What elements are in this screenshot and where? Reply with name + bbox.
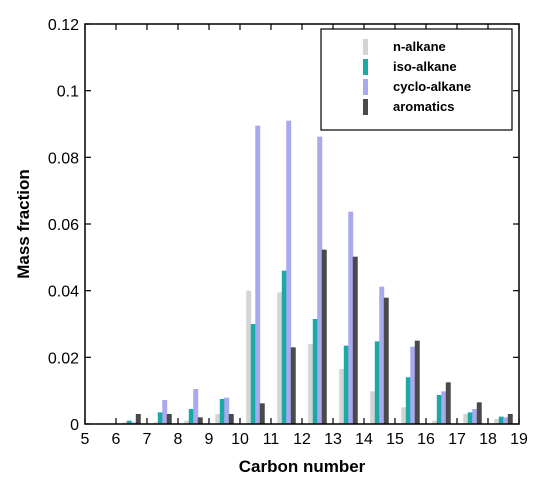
bar-cyclo-alkane-11 (286, 120, 292, 425)
x-tick-label: 18 (479, 431, 497, 448)
legend-box (320, 28, 513, 131)
bar-aromatics-18 (507, 414, 513, 424)
bar-n-alkane-14 (370, 391, 376, 424)
y-tick-label: 0.1 (57, 84, 79, 101)
bar-aromatics-17 (476, 402, 482, 424)
x-tick-label: 10 (231, 431, 249, 448)
x-tick-label: 7 (143, 431, 152, 448)
bar-iso-alkane-17 (467, 412, 473, 424)
legend-label-iso-alkane: iso-alkane (393, 59, 457, 74)
y-tick-label: 0.02 (48, 350, 79, 367)
bar-iso-alkane-11 (281, 270, 287, 424)
legend: n-alkane iso-alkane cyclo-alkane aromatics (320, 28, 513, 131)
bar-cyclo-alkane-9 (224, 397, 230, 424)
bar-aromatics-15 (414, 340, 420, 424)
bar-cyclo-alkane-17 (472, 409, 478, 424)
legend-label-n-alkane: n-alkane (393, 39, 446, 54)
bar-iso-alkane-6 (126, 420, 132, 424)
y-tick-label: 0.08 (48, 150, 79, 167)
bar-iso-alkane-8 (188, 409, 194, 424)
bar-iso-alkane-12 (312, 319, 318, 424)
ticks-layer: 5 6 7 8 9 10 11 12 13 14 15 16 17 18 19 0 0.02 0.04 0.06 0.… (48, 17, 528, 448)
x-tick-label: 6 (112, 431, 121, 448)
x-tick-label: 5 (81, 431, 90, 448)
bar-cyclo-alkane-13 (348, 211, 354, 424)
bar-cyclo-alkane-6 (131, 422, 137, 424)
bar-n-alkane-7 (153, 422, 159, 424)
bar-n-alkane-10 (246, 290, 252, 424)
bar-n-alkane-18 (494, 419, 500, 424)
x-tick-label: 9 (205, 431, 214, 448)
bar-cyclo-alkane-10 (255, 125, 261, 425)
x-tick-label: 11 (263, 431, 280, 448)
bar-n-alkane-8 (184, 420, 190, 424)
bar-aromatics-14 (383, 297, 389, 424)
bar-iso-alkane-7 (157, 412, 163, 424)
bar-aromatics-8 (197, 417, 203, 424)
bar-n-alkane-15 (401, 407, 407, 424)
bar-aromatics-11 (290, 347, 296, 424)
x-axis-label: Carbon number (239, 457, 366, 476)
legend-swatch-cyclo-alkane (363, 79, 368, 95)
x-tick-label: 17 (448, 431, 466, 448)
y-tick-label: 0.06 (48, 217, 79, 234)
x-tick-label: 15 (386, 431, 404, 448)
bar-n-alkane-12 (308, 344, 314, 424)
bar-aromatics-9 (228, 414, 234, 424)
y-tick-label: 0.04 (48, 284, 79, 301)
legend-swatch-n-alkane (363, 39, 368, 55)
bar-aromatics-16 (445, 382, 451, 424)
bar-n-alkane-13 (339, 369, 345, 424)
x-tick-label: 14 (355, 431, 373, 448)
bar-cyclo-alkane-15 (410, 346, 416, 424)
bar-aromatics-12 (321, 249, 327, 424)
bar-n-alkane-11 (277, 292, 283, 424)
bar-iso-alkane-16 (436, 395, 442, 424)
x-tick-label: 13 (324, 431, 342, 448)
bar-cyclo-alkane-8 (193, 389, 199, 424)
bar-n-alkane-9 (215, 414, 221, 424)
y-tick-label: 0 (70, 417, 79, 434)
legend-items: n-alkane iso-alkane cyclo-alkane aromatics (363, 39, 471, 115)
bar-iso-alkane-14 (374, 341, 380, 424)
x-tick-label: 8 (174, 431, 183, 448)
bar-n-alkane-6 (122, 422, 128, 424)
bar-cyclo-alkane-16 (441, 391, 447, 424)
bar-aromatics-7 (166, 414, 172, 424)
bar-iso-alkane-18 (498, 416, 504, 424)
bar-cyclo-alkane-12 (317, 136, 323, 424)
bar-iso-alkane-9 (219, 399, 225, 424)
legend-swatch-iso-alkane (363, 59, 368, 75)
y-axis-label: Mass fraction (14, 169, 33, 279)
legend-swatch-aromatics (363, 99, 368, 115)
bar-aromatics-13 (352, 256, 358, 424)
bar-cyclo-alkane-18 (503, 417, 509, 424)
x-tick-label: 12 (293, 431, 311, 448)
bar-cyclo-alkane-14 (379, 286, 385, 424)
y-tick-label: 0.12 (48, 17, 79, 34)
bars-layer (122, 120, 513, 425)
bar-iso-alkane-10 (250, 324, 256, 424)
bar-n-alkane-16 (432, 420, 438, 424)
bar-aromatics-10 (259, 403, 265, 424)
bar-cyclo-alkane-7 (162, 400, 168, 424)
bar-iso-alkane-13 (343, 345, 349, 424)
x-tick-label: 19 (510, 431, 528, 448)
legend-label-aromatics: aromatics (393, 99, 454, 114)
bar-aromatics-6 (135, 414, 141, 424)
x-tick-label: 16 (417, 431, 435, 448)
legend-label-cyclo-alkane: cyclo-alkane (393, 79, 471, 94)
bar-iso-alkane-15 (405, 377, 411, 424)
bar-n-alkane-17 (463, 414, 469, 424)
